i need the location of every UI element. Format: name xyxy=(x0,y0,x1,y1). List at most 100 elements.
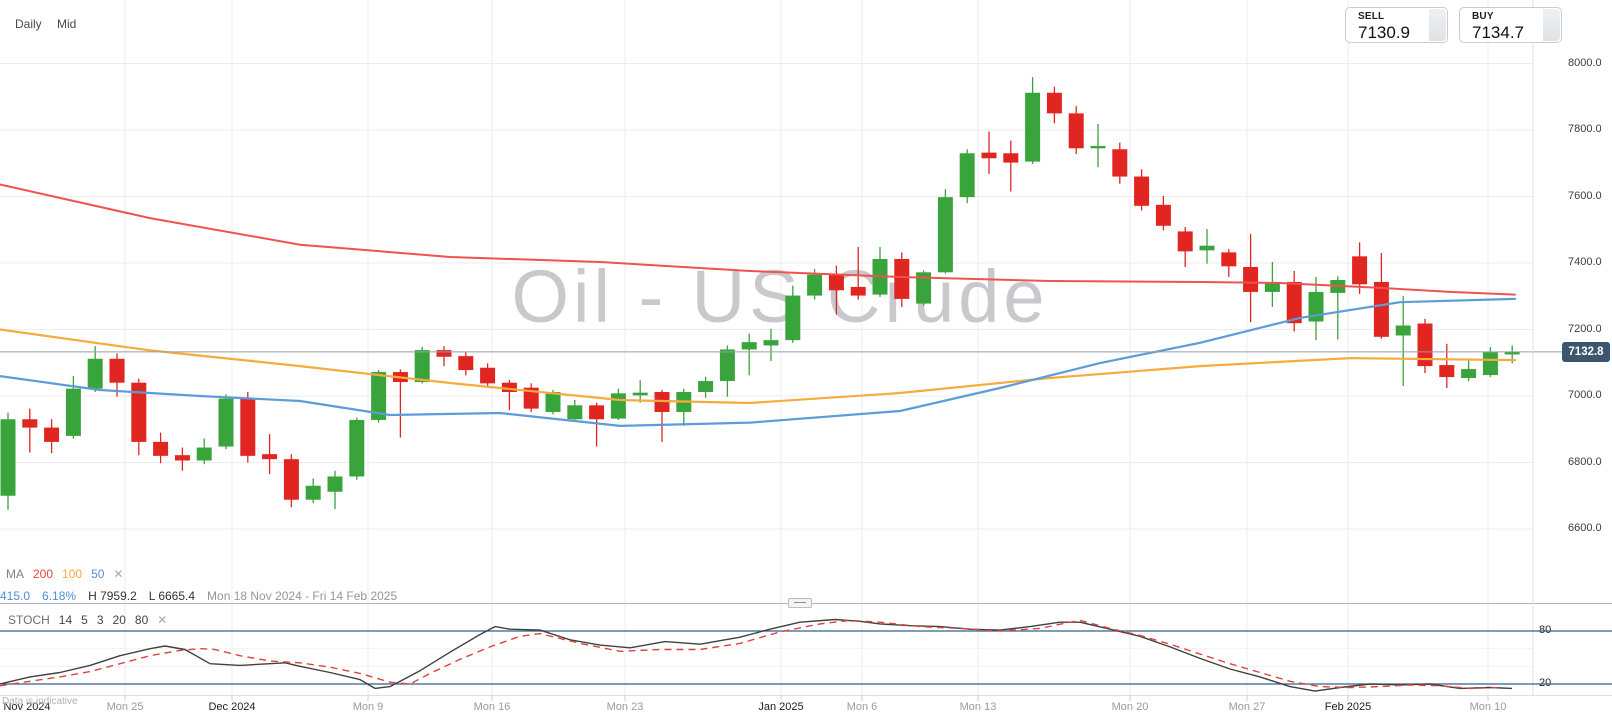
time-axis-label: Nov 2024 xyxy=(3,701,51,713)
candle-down xyxy=(850,286,866,296)
candle-down xyxy=(153,441,169,456)
candle-up xyxy=(937,197,953,273)
candle-up xyxy=(371,372,387,420)
time-axis-label: Mon 16 xyxy=(473,701,511,713)
ma-period-100[interactable]: 100 xyxy=(62,567,83,581)
candle-up xyxy=(1461,369,1477,379)
price-info-row: 415.0 6.18% H 7959.2 L 6665.4 Mon 18 Nov… xyxy=(0,589,397,603)
candle-down xyxy=(1155,204,1171,226)
stoch-param-4: 80 xyxy=(134,613,149,627)
time-axis-label: Mon 10 xyxy=(1469,701,1507,713)
data-indicative-note: Data is indicative xyxy=(2,696,78,707)
time-axis-label: Mon 25 xyxy=(106,701,144,713)
candle-down xyxy=(436,350,452,357)
current-price-tag: 7132.8 xyxy=(1562,341,1610,362)
candle-down xyxy=(480,367,496,384)
candle-down xyxy=(828,274,844,291)
ma-close-icon[interactable]: ✕ xyxy=(113,567,124,581)
candle-down xyxy=(109,358,125,383)
timeframe-selector[interactable]: Daily xyxy=(15,17,42,31)
period-low: L 6665.4 xyxy=(148,589,196,603)
time-axis-label: Mon 20 xyxy=(1111,701,1149,713)
stoch-indicator-legend: STOCH 14 5 3 20 80 ✕ xyxy=(8,613,167,627)
buy-price: 7134.7 xyxy=(1472,23,1524,42)
candle-up xyxy=(327,476,343,492)
stoch-param-2: 3 xyxy=(96,613,104,627)
candle-up xyxy=(719,349,735,382)
time-axis-label: Feb 2025 xyxy=(1324,701,1372,713)
sell-price: 7130.9 xyxy=(1358,23,1410,42)
period-change-pct: 6.18% xyxy=(42,589,77,603)
time-axis-label: Mon 27 xyxy=(1228,701,1266,713)
stoch-close-icon[interactable]: ✕ xyxy=(157,613,168,627)
candle-up xyxy=(305,485,321,500)
ma-period-50[interactable]: 50 xyxy=(91,567,105,581)
stoch-d-line xyxy=(0,619,1501,690)
candle-down xyxy=(131,382,147,442)
stoch-param-1: 5 xyxy=(81,613,88,627)
candle-down xyxy=(174,455,190,461)
sell-button-edge xyxy=(1429,9,1446,41)
candle-up xyxy=(545,392,561,412)
sell-label: SELL xyxy=(1358,11,1385,22)
candle-up xyxy=(218,398,234,447)
candle-up xyxy=(567,405,583,420)
candle-down xyxy=(589,405,605,420)
candle-down xyxy=(523,387,539,409)
candle-up xyxy=(1264,281,1280,292)
candle-up xyxy=(1090,145,1106,149)
period-change: 415.0 xyxy=(0,589,31,603)
buy-button[interactable]: BUY 7134.7 xyxy=(1459,7,1562,43)
candle-down xyxy=(1221,252,1237,267)
candle-down xyxy=(1417,323,1433,367)
candle-down xyxy=(458,356,474,371)
candle-up xyxy=(1025,92,1041,162)
candle-down xyxy=(1112,149,1128,177)
candle-up xyxy=(916,272,932,304)
candle-up xyxy=(610,393,626,419)
period-high: H 7959.2 xyxy=(88,589,137,603)
sell-button[interactable]: SELL 7130.9 xyxy=(1345,7,1448,43)
stoch-param-0: 14 xyxy=(58,613,73,627)
ma-100-line xyxy=(0,328,1517,405)
candle-down xyxy=(283,459,299,500)
candle-up xyxy=(1504,351,1520,355)
candle-up xyxy=(741,342,757,350)
candle-down xyxy=(1177,231,1193,252)
ma-period-200[interactable]: 200 xyxy=(33,567,54,581)
price-axis-label: 8000.0 xyxy=(1568,56,1602,69)
candle-down xyxy=(1439,365,1455,378)
candle-down xyxy=(1352,256,1368,285)
candle-up xyxy=(1482,352,1498,376)
candle-up xyxy=(632,392,648,396)
ma-200-line xyxy=(0,183,1516,296)
stoch-legend-title: STOCH xyxy=(8,613,50,627)
candle-down xyxy=(894,259,910,299)
panel-splitter-handle[interactable] xyxy=(788,598,812,608)
time-axis-label: Dec 2024 xyxy=(208,701,256,713)
candle-up xyxy=(349,419,365,477)
price-type-selector[interactable]: Mid xyxy=(57,17,77,31)
candle-down xyxy=(44,427,60,442)
time-axis-label: Mon 23 xyxy=(606,701,644,713)
candle-up xyxy=(785,295,801,341)
candle-up xyxy=(807,274,823,296)
candle-down xyxy=(1243,266,1259,292)
price-axis-label: 7000.0 xyxy=(1568,389,1602,401)
price-axis-label: 7200.0 xyxy=(1568,322,1602,335)
stoch-param-3: 20 xyxy=(112,613,126,627)
price-axis-label: 6800.0 xyxy=(1568,455,1602,468)
candle-up xyxy=(959,153,975,198)
price-axis-label: 6600.0 xyxy=(1568,522,1602,534)
candle-down xyxy=(1286,281,1302,324)
candle-down xyxy=(262,454,278,460)
candle-down xyxy=(1068,113,1084,149)
candle-up xyxy=(698,381,714,393)
candle-up xyxy=(1199,245,1215,251)
candle-up xyxy=(1395,325,1411,336)
stoch-level-label: 80 xyxy=(1537,624,1554,636)
candle-up xyxy=(196,447,212,461)
instrument-watermark: Oil - US Crude xyxy=(511,255,1048,338)
